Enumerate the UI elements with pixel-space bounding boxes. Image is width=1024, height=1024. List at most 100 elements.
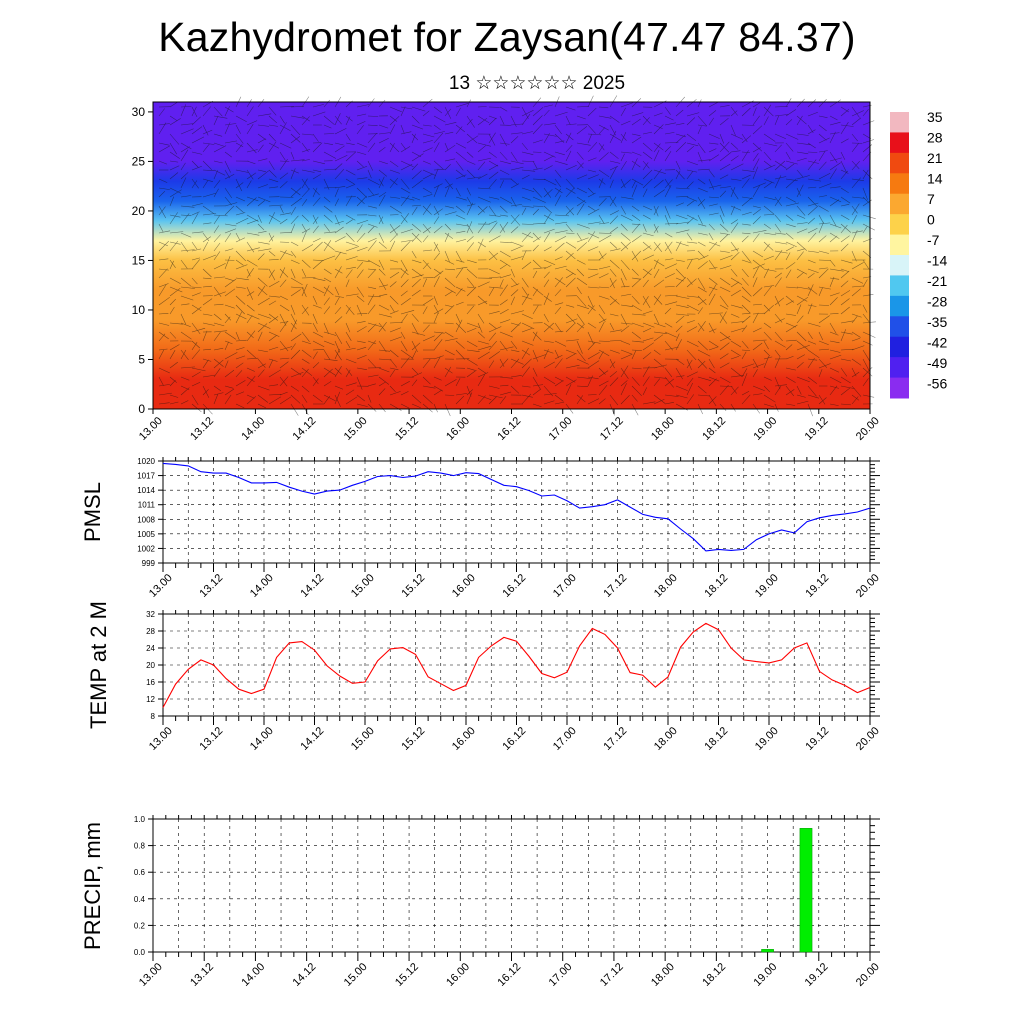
wind-barb [301,149,311,153]
wind-barb [301,228,311,234]
wind-barb [180,349,189,360]
wind-barb [367,115,379,117]
wind-barb [466,187,471,196]
wind-barb [840,367,848,377]
wind-barb [477,157,492,162]
wind-barb [796,315,804,324]
wind-barb [576,106,590,108]
wind-barb [312,160,325,165]
wind-barb [565,178,576,189]
wind-barb [719,141,730,153]
wind-barb [488,326,502,333]
wind-barb [664,178,671,188]
wind-barb [356,232,366,243]
wind-barb [741,277,749,286]
wind-barb [543,228,555,234]
wind-barb [257,297,270,306]
wind-barb [510,178,518,185]
wind-barb [708,148,717,153]
wind-barb [323,196,331,203]
wind-barb [268,214,281,223]
wind-barb [631,394,638,402]
wind-barb [543,400,555,405]
wind-barb [499,340,508,352]
wind-barb [763,255,774,261]
wind-barb [598,295,610,300]
x-tick-label: 20.00 [854,725,882,753]
wind-barb [763,331,772,341]
wind-barb [653,168,662,180]
wind-barb [510,226,519,234]
y-tick-label: 24 [146,644,155,653]
wind-barb [675,241,682,252]
wind-barb [356,354,367,360]
wind-barb [444,286,456,294]
wind-barb [741,340,749,349]
wind-barb [169,259,176,268]
wind-barb [169,160,179,163]
wind-barb [257,144,264,153]
wind-barb [851,203,860,216]
wind-barb [213,251,221,261]
wind-barb [818,195,828,198]
wind-barb [598,266,611,270]
wind-barb [268,204,283,207]
wind-barb [312,295,318,305]
wind-barb [554,277,563,288]
wind-barb [774,115,780,126]
wind-barb [763,214,775,216]
wind-barb [598,234,612,243]
wind-barb [686,377,694,387]
wind-barb [400,164,413,171]
precip-panel-grid [153,819,870,952]
wind-barb [411,204,422,207]
wind-barb [169,376,177,383]
wind-barb [642,131,653,135]
wind-barb [290,133,301,143]
x-tick-label: 14.00 [248,725,276,753]
wind-barb [433,132,444,144]
wind-barb [862,238,873,243]
wind-barb [169,142,178,155]
wind-barb [697,124,707,127]
wind-barb [642,115,651,124]
wind-barb [708,378,717,387]
wind-barb [356,326,367,333]
wind-barb [796,175,810,180]
wind-barb [400,331,406,340]
wind-barb [620,380,628,387]
wind-barb [510,340,518,349]
wind-barb [708,367,716,374]
wind-barb [279,295,288,301]
y-tick-label: 8 [151,712,156,721]
wind-barb [301,268,307,277]
wind-barb [631,205,640,212]
wind-barb [818,331,824,341]
wind-barb [444,178,454,190]
wind-barb [829,331,839,336]
colorbar-label: -56 [927,376,947,392]
y-tick-label: 0.6 [134,868,146,877]
wind-barb [301,115,310,122]
wind-barb [543,259,556,266]
wind-barb [675,333,680,342]
x-tick-label: 16.00 [450,725,478,753]
wind-barb [576,349,586,362]
wind-barb [708,178,715,190]
wind-barb [631,403,639,416]
x-tick-label: 15.12 [393,961,421,989]
colorbar-swatch [890,377,909,399]
wind-barb [763,196,776,201]
wind-barb [774,295,781,307]
heatmap-y-tick-label: 15 [132,253,146,267]
wind-barb [796,169,804,178]
wind-barb [741,390,750,396]
wind-barb [488,268,500,275]
wind-barb [235,212,246,216]
wind-barb [312,331,324,338]
wind-barb [202,359,209,369]
wind-barb [576,259,586,265]
wind-barb [620,340,631,345]
wind-barb [400,195,410,207]
wind-barb [510,277,518,286]
